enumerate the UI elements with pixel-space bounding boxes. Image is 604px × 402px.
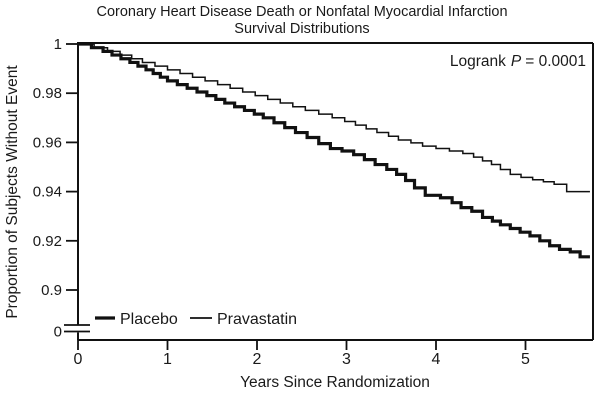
plot-frame: [77, 42, 594, 341]
logrank-p-symbol: P: [511, 53, 522, 70]
logrank-value: = 0.0001: [525, 53, 586, 70]
x-axis-title: Years Since Randomization: [240, 374, 430, 391]
pravastatin-survival-curve: [78, 43, 590, 193]
y-axis-break: [64, 324, 90, 333]
legend-placebo-label: Placebo: [120, 311, 178, 328]
logrank-text-before: Logrank: [450, 53, 506, 70]
x-tick-label: 5: [521, 351, 530, 368]
y-tick-label-zero: 0: [54, 324, 62, 341]
y-axis-title: Proportion of Subjects Without Event: [4, 65, 21, 319]
y-tick-label: 0.92: [33, 233, 62, 250]
legend: Placebo Pravastatin: [95, 311, 297, 328]
x-tick-label: 3: [342, 351, 351, 368]
y-tick-label: 1: [54, 36, 62, 53]
legend-pravastatin-label: Pravastatin: [217, 311, 297, 328]
logrank-annotation: Logrank P = 0.0001: [450, 53, 586, 70]
y-tick-label: 0.9: [41, 282, 62, 299]
y-tick-label: 0.96: [33, 134, 62, 151]
chart-title-line2: Survival Distributions: [234, 21, 369, 37]
y-tick-label: 0.98: [33, 85, 62, 102]
x-tick-label: 2: [253, 351, 262, 368]
x-tick-label: 1: [163, 351, 172, 368]
x-tick-label: 0: [74, 351, 83, 368]
x-tick-label: 4: [432, 351, 441, 368]
placebo-survival-curve: [78, 42, 590, 259]
chart-title-line1: Coronary Heart Disease Death or Nonfatal…: [96, 4, 507, 20]
y-tick-label: 0.94: [33, 184, 62, 201]
